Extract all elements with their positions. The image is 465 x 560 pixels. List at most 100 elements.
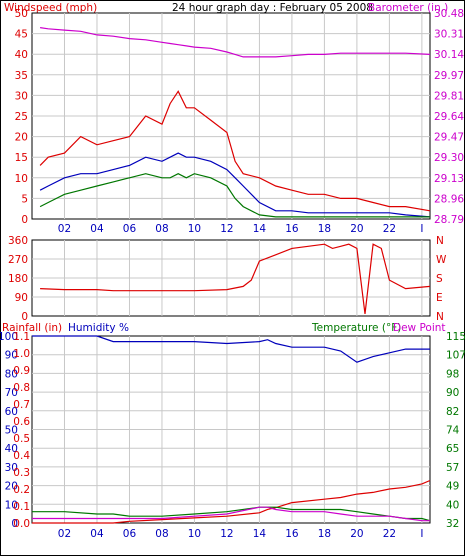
barometer-tick-label: 28.79 [434, 214, 464, 226]
rainfall-tick-label: 1.1 [13, 331, 30, 343]
temperature-tick-label: 74 [446, 425, 460, 437]
x-tick-label: 22 [383, 223, 396, 235]
windspeed-tick-label: 0 [21, 214, 28, 226]
direction-tick-label: 270 [8, 254, 28, 266]
barometer-tick-label: 29.64 [434, 111, 464, 123]
rainfall-tick-label: 0.0 [13, 518, 30, 530]
barometer-tick-label: 29.13 [434, 173, 464, 185]
direction-tick-label: 180 [8, 273, 28, 285]
compass-tick-label: N [436, 235, 444, 247]
rainfall-tick-label: 0.9 [13, 365, 30, 377]
rainfall-tick-label: 0.6 [13, 416, 30, 428]
compass-tick-label: W [436, 254, 447, 266]
humidity-tick-label: 40 [5, 443, 18, 455]
x-tick-label: 14 [253, 528, 267, 540]
barometer-tick-label: 29.47 [434, 132, 464, 144]
dewpoint-axis-label: Dew Point [393, 322, 446, 334]
compass-tick-label: S [436, 273, 443, 285]
windspeed-tick-label: 25 [15, 111, 28, 123]
direction-tick-label: 0 [21, 311, 28, 323]
x-tick-label: 06 [123, 528, 137, 540]
barometer-tick-label: 29.81 [434, 90, 464, 102]
barometer-tick-label: 29.30 [434, 152, 464, 164]
temperature-tick-label: 90 [446, 387, 459, 399]
series-humidity-line [32, 335, 430, 363]
humidity-tick-label: 100 [0, 331, 18, 343]
compass-tick-label: E [436, 292, 443, 304]
series-barometer-line [40, 27, 431, 58]
x-tick-label: 04 [90, 223, 104, 235]
windspeed-tick-label: 50 [15, 8, 28, 20]
x-tick-label: 04 [90, 528, 104, 540]
humidity-axis-label: Humidity % [68, 322, 129, 334]
humidity-tick-label: 20 [5, 481, 18, 493]
windspeed-axis-label: Windspeed (mph) [4, 2, 97, 14]
windspeed-tick-label: 45 [15, 29, 28, 41]
temperature-tick-label: 107 [446, 350, 465, 362]
x-tick-label: 20 [350, 223, 363, 235]
barometer-tick-label: 28.96 [434, 193, 464, 205]
humidity-tick-label: 60 [5, 406, 18, 418]
rainfall-tick-label: 0.4 [13, 450, 30, 462]
rainfall-tick-label: 0.1 [13, 501, 30, 513]
x-tick-label: I [420, 528, 423, 540]
rainfall-tick-label: 0.2 [13, 484, 30, 496]
x-tick-label: 20 [350, 528, 363, 540]
series-average-line [39, 152, 431, 218]
temperature-axis-label: Temperature (°F) [311, 322, 401, 334]
rainfall-tick-label: 0.3 [13, 467, 30, 479]
x-tick-label: 10 [188, 223, 201, 235]
windspeed-tick-label: 35 [15, 70, 28, 82]
humidity-tick-label: 70 [5, 387, 18, 399]
barometer-tick-label: 30.31 [434, 29, 464, 41]
humidity-tick-label: 90 [5, 350, 18, 362]
x-tick-label: 16 [285, 528, 299, 540]
temperature-tick-label: 115 [446, 331, 465, 343]
series-gust-line [39, 90, 431, 212]
x-tick-label: 12 [220, 223, 233, 235]
x-tick-label: 14 [253, 223, 267, 235]
x-tick-label: 16 [285, 223, 299, 235]
x-tick-label: 18 [318, 223, 331, 235]
windspeed-tick-label: 5 [21, 193, 28, 205]
x-tick-label: 06 [123, 223, 137, 235]
x-tick-label: 08 [155, 223, 168, 235]
direction-tick-label: 360 [8, 235, 28, 247]
x-tick-label: 08 [155, 528, 168, 540]
temperature-tick-label: 57 [446, 462, 459, 474]
humidity-tick-label: 80 [5, 368, 18, 380]
direction-tick-label: 90 [15, 292, 28, 304]
humidity-tick-label: 10 [5, 499, 18, 511]
temperature-tick-label: 40 [446, 499, 459, 511]
x-tick-label: 22 [383, 528, 396, 540]
rainfall-tick-label: 0.5 [13, 433, 30, 445]
x-tick-label: 18 [318, 528, 331, 540]
x-tick-label: 02 [58, 223, 71, 235]
page-title: 24 hour graph day : February 05 2008 [172, 2, 373, 14]
x-tick-label: 10 [188, 528, 201, 540]
windspeed-tick-label: 30 [15, 90, 28, 102]
rainfall-tick-label: 0.7 [13, 399, 30, 411]
humidity-tick-label: 50 [5, 425, 18, 437]
x-tick-label: 12 [220, 528, 233, 540]
barometer-axis-label: Barometer (in.) [368, 2, 448, 14]
series-windspeed-line [39, 173, 430, 218]
barometer-tick-label: 30.14 [434, 49, 464, 61]
compass-tick-label: N [436, 311, 444, 323]
humidity-tick-label: 30 [5, 462, 18, 474]
temperature-tick-label: 82 [446, 406, 459, 418]
barometer-tick-label: 30.48 [434, 8, 464, 20]
temperature-tick-label: 32 [446, 518, 459, 530]
windspeed-tick-label: 10 [15, 173, 28, 185]
series-dew-point-line [32, 506, 430, 522]
rainfall-axis-label: Rainfall (in) [2, 322, 62, 334]
x-tick-label: I [420, 223, 423, 235]
rainfall-tick-label: 0.8 [13, 382, 30, 394]
series-direction-line [40, 243, 431, 314]
windspeed-tick-label: 40 [15, 49, 28, 61]
rainfall-tick-label: 1.0 [13, 348, 30, 360]
humidity-tick-label: 0 [11, 518, 18, 530]
barometer-tick-label: 29.97 [434, 70, 464, 82]
